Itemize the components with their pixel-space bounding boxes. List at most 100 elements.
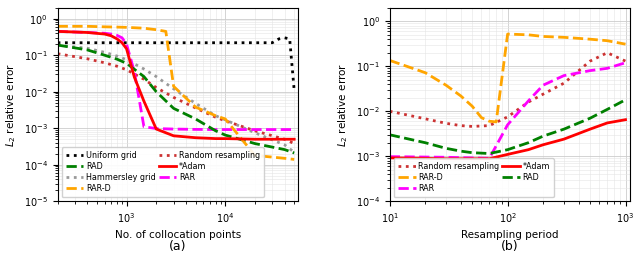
Hammersley grid [221,118,229,121]
RAD [212,129,220,132]
*Adam [442,157,450,160]
RAR-D [560,36,568,39]
*Adam [291,138,298,141]
RAD [123,62,131,65]
Random resampling [560,82,568,85]
*Adam [540,143,547,146]
RAR-D [251,154,259,157]
Random resampling [113,65,121,68]
Line: Random resampling: Random resampling [58,54,294,143]
RAR [442,156,450,159]
*Adam [152,127,160,131]
*Adam [251,138,259,141]
RAD [468,151,476,154]
Uniform grid [182,41,190,44]
RAD [604,108,611,111]
Hammersley grid [123,58,131,61]
RAR [152,127,160,130]
*Adam [281,138,289,141]
RAD [54,44,61,47]
RAD [192,117,200,120]
Random resampling [291,142,298,145]
Uniform grid [152,41,160,44]
Random resampling [192,106,200,109]
Line: *Adam: *Adam [58,31,294,139]
RAR [291,128,298,131]
Random resampling [457,124,465,127]
RAR [123,43,131,46]
Random resampling [586,60,594,63]
Hammersley grid [113,54,121,58]
*Adam [101,33,109,36]
RAD [281,148,289,151]
Random resampling [281,138,289,141]
Line: Uniform grid: Uniform grid [58,38,294,90]
RAR-D [221,117,229,120]
RAR [386,155,394,158]
*Adam [421,157,429,160]
*Adam [212,137,220,140]
*Adam [525,148,532,151]
RAR [251,128,259,131]
*Adam [54,30,61,33]
RAR-D [54,25,61,28]
Y-axis label: $L_2$ relative error: $L_2$ relative error [4,62,18,147]
Random resampling [486,124,493,127]
RAR [421,156,429,159]
RAD [140,75,148,78]
Uniform grid [200,41,207,44]
Random resampling [152,86,160,89]
Hammersley grid [170,87,177,90]
RAR-D [477,116,485,119]
RAR [54,30,61,33]
Uniform grid [54,41,61,44]
Text: (b): (b) [501,240,519,253]
Uniform grid [113,41,121,44]
RAR-D [492,120,500,123]
*Adam [504,153,511,156]
Uniform grid [101,41,109,44]
Hammersley grid [281,143,289,147]
RAR [560,74,568,77]
Random resampling [621,60,629,63]
RAR [457,156,465,159]
Uniform grid [275,37,283,41]
X-axis label: Resampling period: Resampling period [461,230,559,240]
RAR-D [281,157,289,160]
Hammersley grid [140,67,148,70]
Uniform grid [286,37,294,41]
RAR-D [540,35,547,38]
RAR [504,123,511,126]
*Adam [486,157,493,160]
RAR [540,84,547,87]
*Adam [457,157,465,160]
Random resampling [140,78,148,81]
Random resampling [504,115,511,118]
RAR [281,128,289,131]
RAR-D [386,59,394,62]
Uniform grid [83,41,91,44]
RAR [525,99,532,102]
Text: (a): (a) [169,240,187,253]
RAR-D [468,104,476,108]
Uniform grid [239,41,246,44]
RAR-D [162,30,170,33]
RAR-D [457,94,465,98]
Hammersley grid [212,114,220,117]
Random resampling [421,117,429,120]
Line: Random resampling: Random resampling [390,53,625,126]
Random resampling [442,122,450,125]
RAR [221,128,229,131]
RAR-D [123,26,131,29]
Random resampling [468,125,476,128]
RAR [101,32,109,35]
Random resampling [525,101,532,104]
RAR-D [525,33,532,36]
Line: RAR-D: RAR-D [58,26,294,159]
RAR-D [212,114,220,117]
RAR-D [586,38,594,41]
*Adam [108,34,115,37]
Line: RAD: RAD [58,45,294,153]
RAD [291,151,298,155]
RAD [386,133,394,136]
